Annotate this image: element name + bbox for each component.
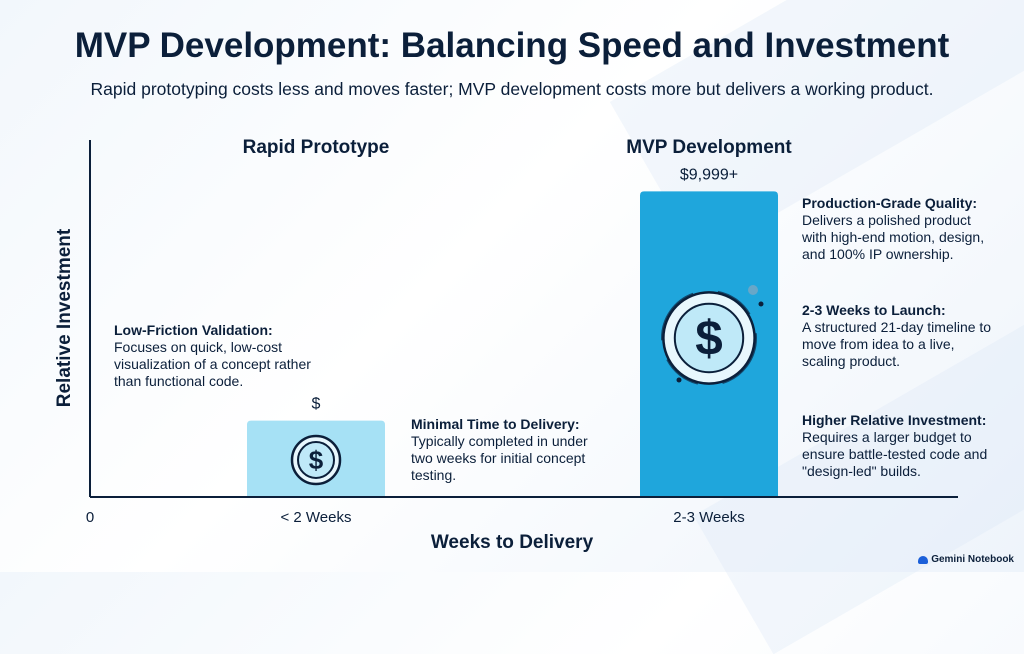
annotation-production-grade: Production-Grade Quality: Delivers a pol… (802, 195, 992, 263)
annotation-weeks-to-launch: 2-3 Weeks to Launch: A structured 21-day… (802, 302, 992, 370)
annotation-minimal-time: Minimal Time to Delivery: Typically comp… (411, 416, 601, 484)
annotation-body: Requires a larger budget to ensure battl… (802, 429, 988, 479)
annotation-heading: 2-3 Weeks to Launch: (802, 302, 946, 318)
brand-logo: Gemini Notebook (918, 554, 1014, 565)
coin-ring-icon (661, 290, 757, 386)
dollar-coin-inner-icon (673, 302, 745, 374)
x-tick-label: 2-3 Weeks (673, 509, 744, 526)
data-label: $9,999+ (680, 166, 738, 183)
annotation-body: Focuses on quick, low-cost visualization… (114, 339, 311, 389)
sparkle-dot-icon (748, 285, 758, 295)
column-title: MVP Development (626, 137, 792, 158)
annotation-heading: Production-Grade Quality: (802, 195, 978, 211)
annotation-heading: Minimal Time to Delivery: (411, 416, 580, 432)
chart-title: MVP Development: Balancing Speed and Inv… (74, 26, 950, 65)
x-tick-label: < 2 Weeks (280, 509, 351, 526)
column-title: Rapid Prototype (243, 137, 390, 158)
annotation-body: A structured 21-day timeline to move fro… (802, 319, 992, 369)
bar-chart: $ Rapid Prototype < 2 Weeks $ $9,999+ MVP Dev… (54, 137, 958, 553)
annotation-higher-investment: Higher Relative Investment: Requires a l… (802, 412, 992, 480)
data-label: $ (312, 396, 321, 413)
annotation-low-friction: Low-Friction Validation: Focuses on quic… (114, 322, 314, 390)
dollar-sign-icon: $ (309, 445, 324, 475)
annotation-body: Delivers a polished product with high-en… (802, 212, 985, 262)
brand-name: Gemini Notebook (931, 554, 1014, 565)
sparkle-dot-icon (676, 377, 682, 383)
x-axis-label: Weeks to Delivery (431, 532, 594, 553)
annotation-heading: Higher Relative Investment: (802, 412, 987, 428)
y-axis-label: Relative Investment (54, 228, 75, 407)
gemini-notebook-icon (918, 555, 929, 564)
annotation-heading: Low-Friction Validation: (114, 322, 273, 338)
dollar-sign-icon: $ (695, 311, 722, 366)
chart-subtitle: Rapid prototyping costs less and moves f… (90, 79, 934, 99)
dollar-coin-inner-icon (297, 441, 335, 479)
annotation-body: Typically completed in under two weeks f… (411, 433, 588, 483)
origin-label: 0 (86, 509, 94, 526)
sparkle-dot-icon (758, 301, 764, 307)
